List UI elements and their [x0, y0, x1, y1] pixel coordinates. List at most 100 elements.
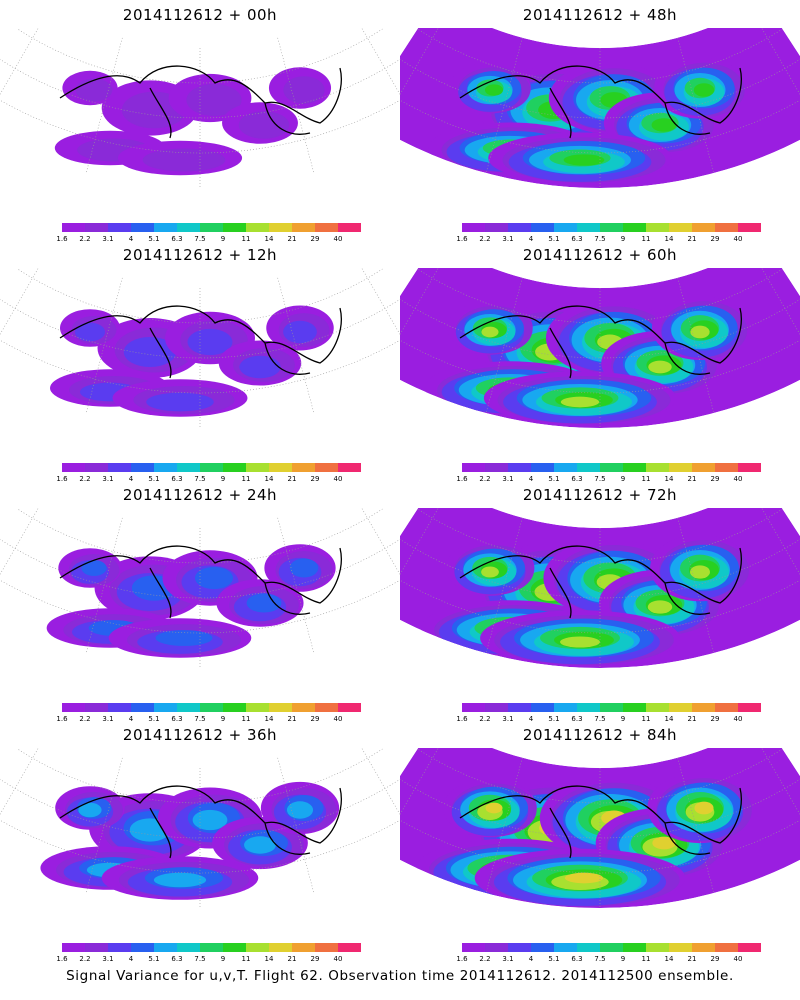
- colorbar-labels: 1.6 2.2 3.1 4 5.1 6.3 7.5 9 11 14 21 29 40: [48, 235, 368, 245]
- variance-contour: [563, 154, 605, 166]
- colorbar-tick-label: 29: [710, 955, 720, 963]
- colorbar-swatch: [85, 943, 108, 952]
- coastline: [459, 305, 742, 379]
- colorbar-tick-label: 9: [620, 955, 626, 963]
- panel-title: 2014112612 + 36h: [122, 726, 278, 744]
- colorbar-tick-label: 6.3: [171, 715, 183, 723]
- colorbar-tick-label: 21: [687, 955, 697, 963]
- colorbar-swatch: [485, 223, 508, 232]
- colorbar-tick-label: 29: [710, 475, 720, 483]
- map-panel: 2014112612 + 60h 1.6 2.2 3.1 4 5.1 6.3 7.5 9 11 14…: [400, 240, 800, 485]
- colorbar-tick-label: 4: [128, 475, 134, 483]
- variance-contour: [648, 360, 672, 374]
- colorbar-swatch: [177, 703, 200, 712]
- colorbar-swatch: [269, 703, 292, 712]
- colorbar-tick-label: 40: [733, 955, 743, 963]
- colorbar-swatch: [669, 703, 692, 712]
- colorbar-swatch: [577, 463, 600, 472]
- colorbar-labels: 1.6 2.2 3.1 4 5.1 6.3 7.5 9 11 14 21 29 40: [448, 715, 768, 725]
- variance-contour: [78, 802, 102, 818]
- variance-contour: [283, 76, 325, 104]
- colorbar-swatch: [154, 223, 177, 232]
- colorbar-labels: 1.6 2.2 3.1 4 5.1 6.3 7.5 9 11 14 21 29 40: [48, 715, 368, 725]
- colorbar-tick-label: 5.1: [548, 475, 560, 483]
- colorbar-swatch: [715, 223, 738, 232]
- colorbar-swatch: [108, 943, 131, 952]
- colorbar-tick-label: 7.5: [194, 475, 206, 483]
- variance-contour: [690, 325, 710, 339]
- longitude-line: [0, 28, 51, 130]
- colorbar-swatch: [200, 943, 223, 952]
- colorbar-tick-label: 40: [733, 475, 743, 483]
- colorbar-tick-label: 14: [664, 955, 674, 963]
- variance-contour: [244, 836, 276, 854]
- variance-contour: [690, 565, 710, 579]
- variance-contour: [481, 566, 499, 578]
- colorbar-swatch: [269, 943, 292, 952]
- colorbar-swatch: [600, 463, 623, 472]
- variance-contour: [142, 148, 226, 172]
- colorbar-swatch: [177, 463, 200, 472]
- colorbar-swatch: [669, 943, 692, 952]
- map-panel: 2014112612 + 12h 1.6 2.2 3.1 4 5.1 6.3 7.5 9 11 14…: [0, 240, 400, 485]
- colorbar: [62, 943, 361, 952]
- colorbar-swatch: [462, 703, 485, 712]
- colorbar-tick-label: 6.3: [571, 955, 583, 963]
- colorbar-swatch: [200, 463, 223, 472]
- coastline: [459, 545, 742, 619]
- colorbar-tick-label: 7.5: [194, 715, 206, 723]
- colorbar-swatch: [623, 463, 646, 472]
- colorbar-swatch: [692, 943, 715, 952]
- colorbar-swatch: [715, 463, 738, 472]
- colorbar-tick-label: 14: [264, 715, 274, 723]
- variance-contour: [246, 593, 282, 613]
- variance-contour: [647, 600, 673, 614]
- coastline: [59, 305, 342, 379]
- colorbar-labels: 1.6 2.2 3.1 4 5.1 6.3 7.5 9 11 14 21 29 40: [448, 475, 768, 485]
- colorbar-tick-label: 6.3: [571, 235, 583, 243]
- colorbar-swatch: [177, 943, 200, 952]
- variance-contour: [485, 802, 503, 814]
- colorbar-swatch: [223, 223, 246, 232]
- colorbar-tick-label: 9: [620, 475, 626, 483]
- colorbar-tick-label: 3.1: [502, 235, 514, 243]
- colorbar-swatch: [577, 943, 600, 952]
- colorbar-swatch: [246, 943, 269, 952]
- colorbar-swatch: [715, 703, 738, 712]
- colorbar-tick-label: 3.1: [502, 715, 514, 723]
- colorbar-tick-label: 9: [220, 235, 226, 243]
- colorbar-swatch: [600, 223, 623, 232]
- colorbar-tick-label: 9: [620, 715, 626, 723]
- colorbar: [62, 463, 361, 472]
- colorbar-tick-label: 11: [241, 715, 251, 723]
- variance-contour: [289, 558, 319, 578]
- colorbar-swatch: [485, 943, 508, 952]
- colorbar-tick-label: 3.1: [102, 955, 114, 963]
- longitude-line: [0, 508, 51, 610]
- colorbar-tick-label: 21: [287, 235, 297, 243]
- polar-map: [400, 268, 800, 428]
- colorbar-swatch: [462, 223, 485, 232]
- variance-contour: [694, 801, 714, 815]
- map-panel: 2014112612 + 24h 1.6 2.2 3.1 4 5.1 6.3 7.5 9 11 14…: [0, 480, 400, 725]
- colorbar-swatch: [131, 223, 154, 232]
- colorbar-tick-label: 4: [528, 715, 534, 723]
- colorbar-swatch: [246, 223, 269, 232]
- colorbar-swatch: [131, 943, 154, 952]
- colorbar-swatch: [223, 703, 246, 712]
- colorbar-swatch: [692, 703, 715, 712]
- colorbar-swatch: [108, 463, 131, 472]
- variance-contour: [81, 560, 107, 576]
- colorbar-swatch: [623, 703, 646, 712]
- colorbar-swatch: [554, 943, 577, 952]
- panel-title: 2014112612 + 72h: [522, 486, 678, 504]
- coastline: [459, 65, 742, 139]
- colorbar-swatch: [623, 943, 646, 952]
- colorbar-tick-label: 4: [528, 955, 534, 963]
- colorbar-swatch: [577, 703, 600, 712]
- colorbar-swatch: [223, 943, 246, 952]
- coastline: [59, 545, 342, 619]
- colorbar-tick-label: 21: [687, 475, 697, 483]
- colorbar-tick-label: 7.5: [194, 235, 206, 243]
- colorbar-tick-label: 4: [528, 475, 534, 483]
